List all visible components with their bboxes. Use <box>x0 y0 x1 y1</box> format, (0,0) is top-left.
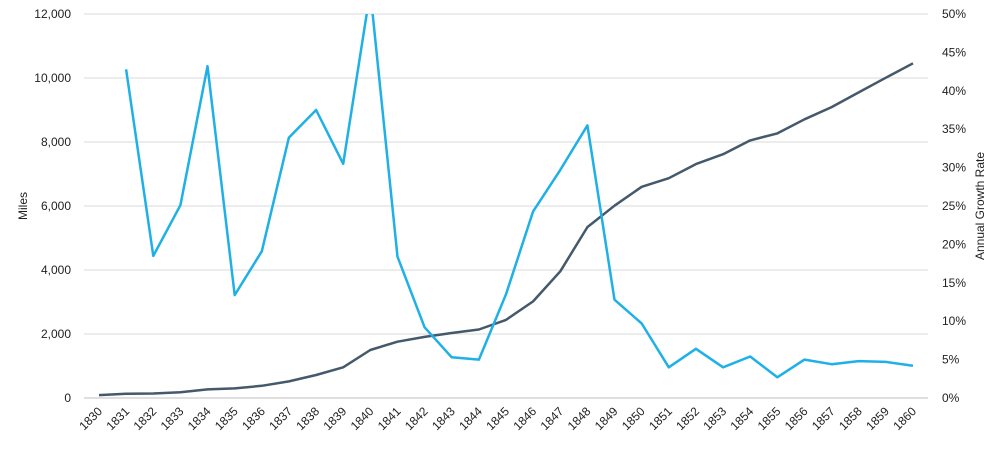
x-tick-label: 1840 <box>348 404 377 433</box>
y-axis-title-right: Annual Growth Rate <box>973 152 987 260</box>
gridlines <box>84 13 928 399</box>
y-tick-label-right: 45% <box>942 45 966 59</box>
x-tick-label: 1835 <box>212 404 241 433</box>
y-tick-label-right: 0% <box>942 391 960 405</box>
x-tick-label: 1833 <box>158 404 187 433</box>
x-tick-label: 1852 <box>673 404 702 433</box>
x-tick-label: 1843 <box>429 404 458 433</box>
y-tick-label-right: 30% <box>942 161 966 175</box>
y-tick-label-left: 8,000 <box>41 135 71 149</box>
x-tick-label: 1836 <box>239 404 268 433</box>
x-tick-label: 1842 <box>402 404 431 433</box>
x-tick-label: 1848 <box>565 404 594 433</box>
y-tick-label-left: 12,000 <box>34 7 71 21</box>
y-tick-label-left: 2,000 <box>41 327 71 341</box>
x-tick-label: 1855 <box>755 404 784 433</box>
x-tick-label: 1857 <box>809 404 838 433</box>
y-tick-label-right: 10% <box>942 314 966 328</box>
x-tick-label: 1831 <box>103 404 132 433</box>
x-axis: 1830183118321833183418351836183718381839… <box>76 404 919 433</box>
y-axis-right: 0% 5% 10% 15% 20% 25% 30% 35% 40% 45% 50% <box>942 7 966 405</box>
x-tick-label: 1853 <box>700 404 729 433</box>
y-tick-label-right: 40% <box>942 84 966 98</box>
y-tick-label-left: 6,000 <box>41 199 71 213</box>
x-tick-label: 1832 <box>131 404 160 433</box>
series-lines <box>98 14 914 397</box>
x-tick-label: 1846 <box>510 404 539 433</box>
y-axis-left: 0 2,000 4,000 6,000 8,000 10,000 12,000 <box>34 7 71 405</box>
x-tick-label: 1830 <box>76 404 105 433</box>
miles-line <box>98 62 914 397</box>
x-tick-label: 1847 <box>538 404 567 433</box>
x-tick-label: 1860 <box>890 404 919 433</box>
y-tick-label-right: 35% <box>942 122 966 136</box>
x-tick-label: 1856 <box>782 404 811 433</box>
x-tick-label: 1845 <box>483 404 512 433</box>
y-tick-label-right: 50% <box>942 7 966 21</box>
x-tick-label: 1850 <box>619 404 648 433</box>
x-tick-label: 1859 <box>863 404 892 433</box>
x-tick-label: 1837 <box>266 404 295 433</box>
y-tick-label-left: 0 <box>64 391 71 405</box>
y-tick-label-right: 25% <box>942 199 966 213</box>
y-tick-label-right: 5% <box>942 353 960 367</box>
y-axis-title-left: Miles <box>16 192 30 220</box>
x-tick-label: 1839 <box>321 404 350 433</box>
x-tick-label: 1858 <box>836 404 865 433</box>
x-tick-label: 1844 <box>456 404 485 433</box>
y-tick-label-right: 20% <box>942 237 966 251</box>
y-tick-label-left: 4,000 <box>41 263 71 277</box>
x-tick-label: 1851 <box>646 404 675 433</box>
y-tick-label-right: 15% <box>942 276 966 290</box>
x-tick-label: 1834 <box>185 404 214 433</box>
x-tick-label: 1838 <box>293 404 322 433</box>
x-tick-label: 1849 <box>592 404 621 433</box>
y-tick-label-left: 10,000 <box>34 71 71 85</box>
x-tick-label: 1854 <box>728 404 757 433</box>
x-tick-label: 1841 <box>375 404 404 433</box>
growth-rate-line <box>124 14 914 379</box>
